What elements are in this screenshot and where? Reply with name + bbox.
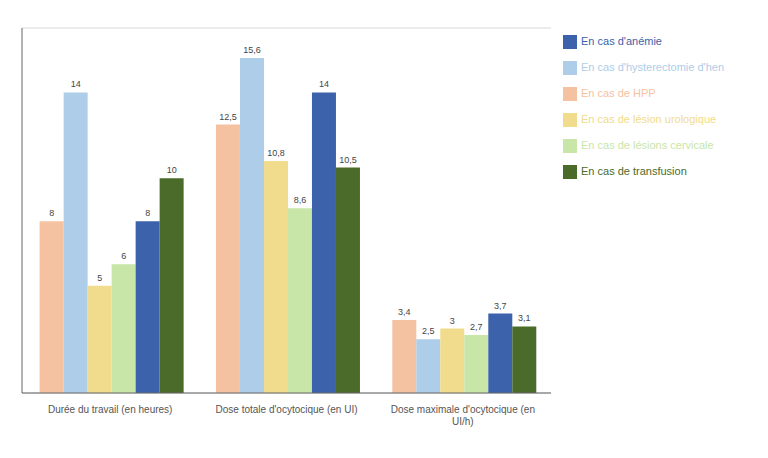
svg-text:15,6: 15,6 xyxy=(243,45,261,55)
svg-text:10,8: 10,8 xyxy=(267,148,285,158)
html-text:En cas d'anémie: En cas d'anémie xyxy=(581,35,662,47)
html-text:En cas de lésions cervicale: En cas de lésions cervicale xyxy=(581,139,714,151)
svg-text:3: 3 xyxy=(450,316,455,326)
svg-text:6: 6 xyxy=(121,251,126,261)
svg-text:Durée du travail (en heures): Durée du travail (en heures) xyxy=(48,404,173,415)
svg-text:8: 8 xyxy=(145,208,150,218)
svg-text:Dose maximale d'ocytocique (en: Dose maximale d'ocytocique (enUI/h) xyxy=(391,404,535,427)
svg-text:10,5: 10,5 xyxy=(339,155,357,165)
svg-text:3,1: 3,1 xyxy=(518,313,531,323)
html-text:En cas d'hysterectomie d'hen: En cas d'hysterectomie d'hen xyxy=(581,61,724,73)
svg-text:8,6: 8,6 xyxy=(294,195,307,205)
svg-text:2,7: 2,7 xyxy=(470,322,483,332)
svg-text:8: 8 xyxy=(49,208,54,218)
svg-text:Dose totale d'ocytocique (en U: Dose totale d'ocytocique (en UI) xyxy=(216,404,358,415)
svg-text:2,5: 2,5 xyxy=(422,326,435,336)
svg-text:12,5: 12,5 xyxy=(219,112,237,122)
svg-text:3,4: 3,4 xyxy=(398,307,411,317)
svg-text:5: 5 xyxy=(97,273,102,283)
html-text:En cas de lésion urologique: En cas de lésion urologique xyxy=(581,113,717,125)
svg-text:3,7: 3,7 xyxy=(494,301,507,311)
svg-text:10: 10 xyxy=(167,165,177,175)
html-text:En cas de HPP: En cas de HPP xyxy=(581,87,656,99)
html-text:En cas de transfusion: En cas de transfusion xyxy=(581,165,687,177)
svg-text:14: 14 xyxy=(319,79,329,89)
svg-text:14: 14 xyxy=(71,79,81,89)
